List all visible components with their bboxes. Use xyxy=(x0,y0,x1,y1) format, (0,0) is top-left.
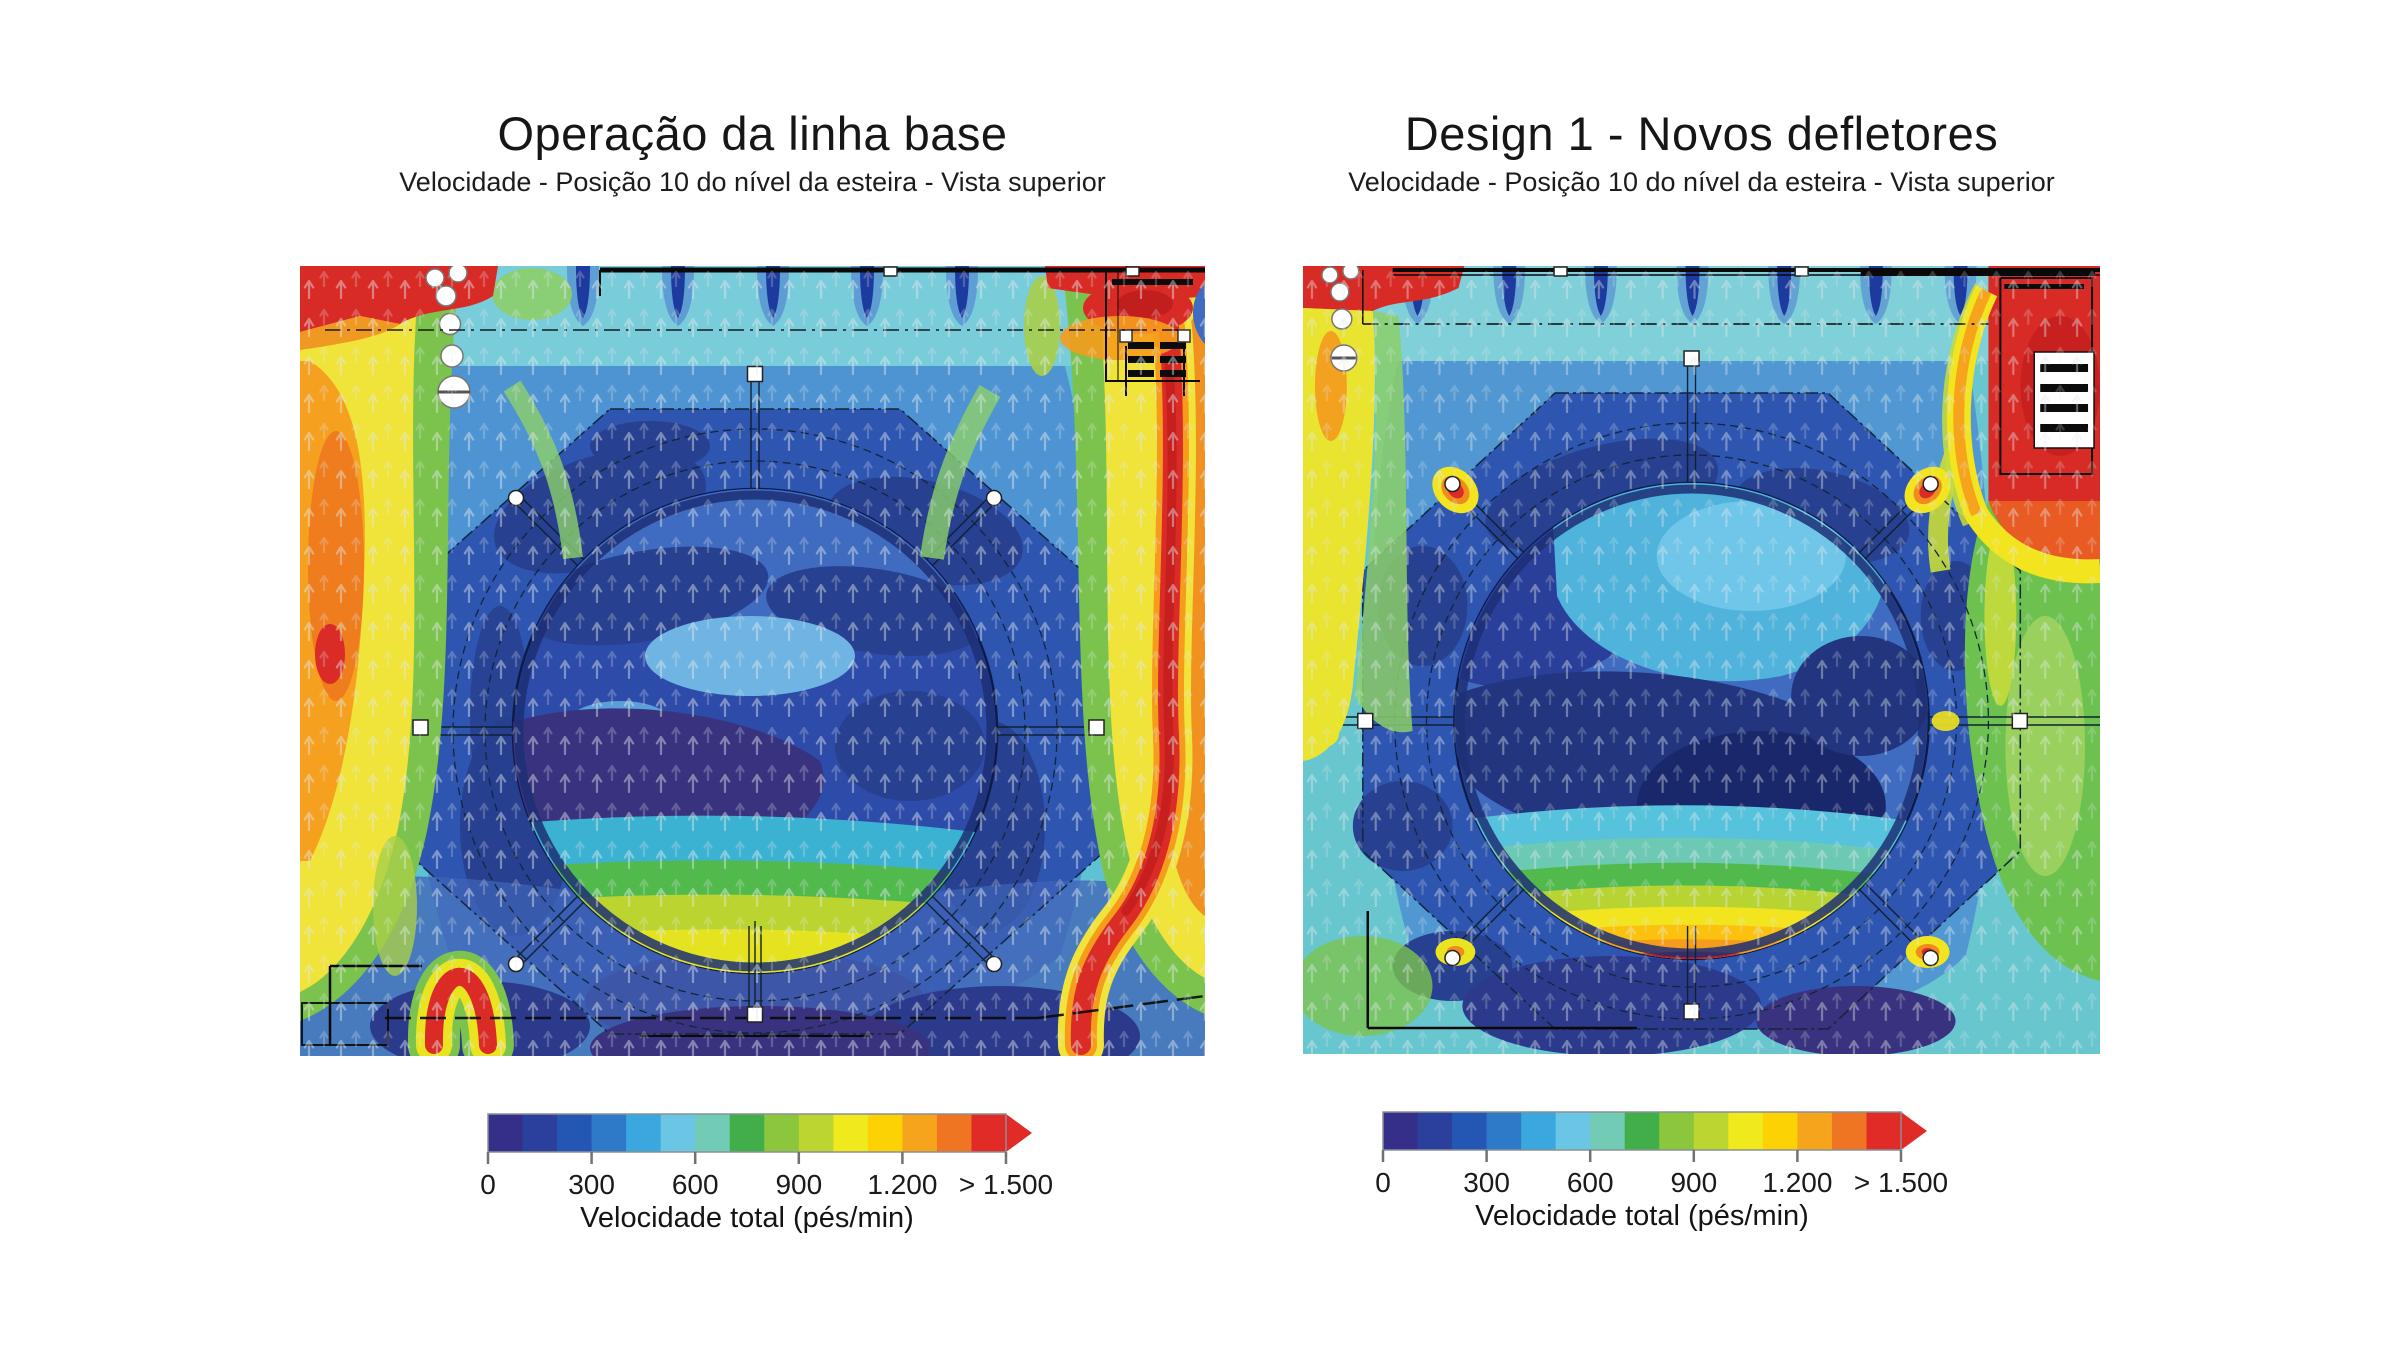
colorbar-arrow xyxy=(1006,1114,1032,1152)
colorbar-tick-label: 1.200 xyxy=(867,1169,937,1198)
colorbar-tick-label: 300 xyxy=(568,1169,615,1198)
colorbar-axis-label: Velocidade total (pés/min) xyxy=(580,1202,914,1234)
colorbar-arrow xyxy=(1901,1112,1927,1150)
colorbar-tick-label: 900 xyxy=(1670,1167,1717,1196)
vector-field-overlay xyxy=(1303,266,2100,1054)
colorbar-design1: 0 300 600 900 1.200 > 1.500 Velocidade total … xyxy=(1363,1104,2003,1244)
colorbar-tick-label: 1.200 xyxy=(1762,1167,1832,1196)
colorbar-tick-label: > 1.500 xyxy=(959,1169,1053,1198)
page-title: Operação da linha base xyxy=(497,107,1008,160)
cfd-contour-plot-design1 xyxy=(1303,266,2100,1054)
colorbar-tick-label: 600 xyxy=(672,1169,719,1198)
colorbar-tick-label: > 1.500 xyxy=(1854,1167,1948,1196)
colorbar-tick-label: 900 xyxy=(775,1169,822,1198)
panel-baseline-header: Operação da linha base Velocidade - Posi… xyxy=(300,108,1205,198)
page-subtitle: Velocidade - Posição 10 do nível da este… xyxy=(399,166,1106,197)
panel-design1-header: Design 1 - Novos defletores Velocidade -… xyxy=(1303,108,2100,198)
velocity-contour-baseline xyxy=(300,266,1205,1056)
cfd-contour-plot-baseline xyxy=(300,266,1205,1056)
colorbar-tick-label: 0 xyxy=(480,1169,496,1198)
vector-field-overlay xyxy=(300,266,1205,1056)
colorbar-scale: 0 300 600 900 1.200 > 1.500 xyxy=(480,1113,1053,1200)
page-title: Design 1 - Novos defletores xyxy=(1404,107,1999,160)
colorbar-tick-label: 300 xyxy=(1463,1167,1510,1196)
colorbar-baseline: 0 300 600 900 1.200 > 1.500 Velocidade total … xyxy=(468,1106,1108,1246)
velocity-contour-design1 xyxy=(1303,266,2100,1054)
colorbar-axis-label: Velocidade total (pés/min) xyxy=(1475,1200,1809,1232)
page-subtitle: Velocidade - Posição 10 do nível da este… xyxy=(1348,166,2055,197)
colorbar-tick-label: 0 xyxy=(1375,1167,1391,1196)
colorbar-scale: 0 300 600 900 1.200 > 1.500 xyxy=(1375,1111,1948,1198)
colorbar-tick-label: 600 xyxy=(1567,1167,1614,1196)
